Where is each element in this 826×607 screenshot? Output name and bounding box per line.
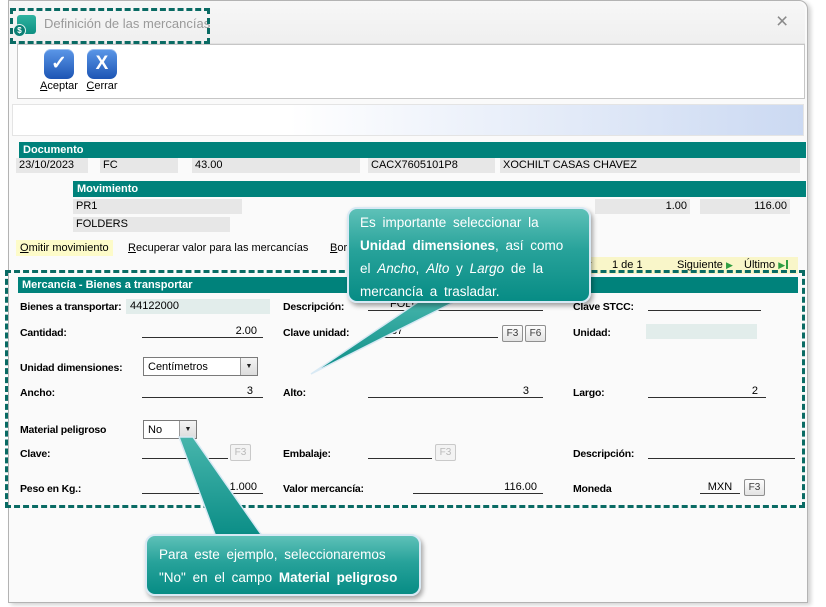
accept-check-icon: ✓ xyxy=(44,49,74,79)
ancho-field[interactable]: 3 xyxy=(142,384,263,398)
last-arrow-bar-icon xyxy=(786,260,789,269)
moneda-f3-button[interactable]: F3 xyxy=(744,479,765,496)
next-arrow-icon: ▶ xyxy=(725,260,733,270)
omitir-movimiento-link[interactable]: Omitir movimiento xyxy=(16,240,113,256)
close-button-label: Cerrar xyxy=(86,80,118,92)
bienes-label: Bienes a transportar: xyxy=(20,301,122,313)
moneda-field[interactable]: MXN xyxy=(700,480,740,494)
mercancia-highlight-dashed-border xyxy=(5,270,805,508)
last-arrow-icon: ▶ xyxy=(778,260,786,270)
cantidad-label: Cantidad: xyxy=(20,327,67,339)
callout-unidad-dimensiones: Es importante seleccionar la Unidad dime… xyxy=(347,207,591,303)
close-button[interactable]: X Cerrar xyxy=(82,49,122,92)
movimiento-descripcion-field: FOLDERS xyxy=(73,217,230,232)
descripcion2-label: Descripción: xyxy=(573,448,635,460)
valor-mercancia-field[interactable]: 116.00 xyxy=(413,480,543,494)
clave-stcc-label: Clave STCC: xyxy=(573,301,634,313)
alto-field[interactable]: 3 xyxy=(368,384,543,398)
peso-label: Peso en Kg.: xyxy=(20,483,82,495)
material-peligroso-label: Material peligroso xyxy=(20,424,107,436)
dollar-badge-icon: $ xyxy=(13,24,26,37)
recuperar-valor-link[interactable]: Recuperar valor para las mercancías xyxy=(128,242,309,254)
dropdown-arrow-icon[interactable]: ▼ xyxy=(240,358,257,375)
material-peligroso-value: No xyxy=(148,423,163,436)
documento-fecha-field: 23/10/2023 xyxy=(16,158,88,173)
close-x-icon: X xyxy=(87,49,117,79)
accept-button-label: Aceptar xyxy=(40,80,78,92)
title-highlight-dashed-border xyxy=(10,8,210,44)
dropdown-arrow-icon[interactable]: ▼ xyxy=(179,421,196,438)
unidad-dimensiones-dropdown[interactable]: Centímetros ▼ xyxy=(143,357,258,376)
embalaje-f3-button: F3 xyxy=(435,444,456,461)
documento-cliente-field: XOCHILT CASAS CHAVEZ xyxy=(500,158,800,173)
moneda-label: Moneda xyxy=(573,483,612,495)
alto-label: Alto: xyxy=(283,387,306,399)
accept-button[interactable]: ✓ Aceptar xyxy=(37,49,81,92)
callout-material-peligroso: Para este ejemplo, seleccionaremos "No" … xyxy=(145,534,421,596)
movimiento-section-header: Movimiento xyxy=(73,181,806,197)
toolbar xyxy=(17,44,805,99)
unidad-dimensiones-value: Centímetros xyxy=(148,360,208,373)
app-icon: $ xyxy=(13,15,36,37)
embalaje-label: Embalaje: xyxy=(283,448,331,460)
window-title: Definición de las mercancías xyxy=(44,16,211,31)
largo-field[interactable]: 2 xyxy=(648,384,766,398)
clave-stcc-field[interactable] xyxy=(648,297,761,311)
clave-label: Clave: xyxy=(20,448,51,460)
documento-tipo-field: FC xyxy=(100,158,178,173)
movimiento-producto-field: PR1 xyxy=(73,199,242,214)
embalaje-field[interactable] xyxy=(368,445,432,459)
valor-mercancia-label: Valor mercancía: xyxy=(283,483,364,495)
window-close-icon[interactable]: × xyxy=(776,10,789,33)
nav-siguiente-button[interactable]: Siguiente ▶ xyxy=(677,259,733,271)
cantidad-field[interactable]: 2.00 xyxy=(142,324,263,338)
material-peligroso-dropdown[interactable]: No ▼ xyxy=(143,420,197,439)
nav-position-label: 1 de 1 xyxy=(612,259,643,271)
unidad-label: Unidad: xyxy=(573,327,611,339)
header-gradient-band xyxy=(12,104,804,136)
documento-section-header: Documento xyxy=(19,142,806,158)
clave-unidad-f3-button[interactable]: F3 xyxy=(502,325,523,342)
unidad-dimensiones-label: Unidad dimensiones: xyxy=(20,362,123,374)
unidad-field xyxy=(646,324,757,339)
clave-unidad-f6-button[interactable]: F6 xyxy=(525,325,546,342)
documento-folio-field: 43.00 xyxy=(192,158,360,173)
documento-rfc-field: CACX7605101P8 xyxy=(368,158,495,173)
movimiento-importe-field: 116.00 xyxy=(700,199,790,214)
ancho-label: Ancho: xyxy=(20,387,55,399)
descripcion2-field[interactable] xyxy=(648,445,795,459)
nav-ultimo-button[interactable]: Último ▶ xyxy=(744,257,789,274)
movimiento-cantidad-field: 1.00 xyxy=(595,199,690,214)
largo-label: Largo: xyxy=(573,387,605,399)
bienes-field[interactable]: 44122000 xyxy=(126,299,270,314)
